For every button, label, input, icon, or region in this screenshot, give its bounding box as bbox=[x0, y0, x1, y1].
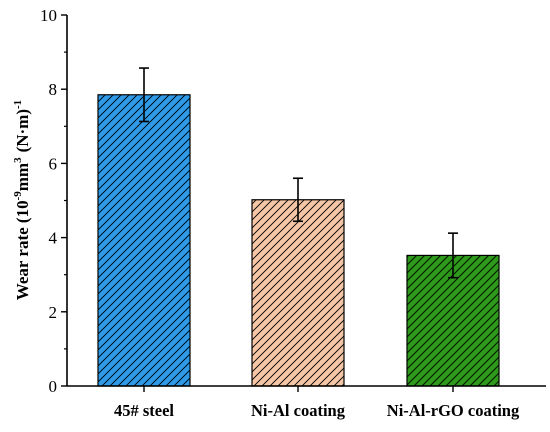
y-axis-title-exp2: 3 bbox=[12, 157, 24, 163]
y-axis-title-prefix: Wear rate (10 bbox=[13, 200, 32, 300]
y-tick-label-10: 10 bbox=[40, 6, 57, 25]
x-tick-label-ni-al-rgo-coating: Ni-Al-rGO coating bbox=[387, 401, 520, 420]
x-tick-label-45-steel: 45# steel bbox=[114, 401, 174, 420]
x-tick-label-ni-al-coating: Ni-Al coating bbox=[251, 401, 346, 420]
y-tick-label-0: 0 bbox=[49, 377, 58, 396]
y-ticks: 0 2 4 6 8 10 bbox=[40, 6, 67, 396]
y-axis-title-mid: mm bbox=[13, 163, 32, 191]
error-bars bbox=[139, 67, 458, 279]
y-tick-label-2: 2 bbox=[49, 303, 58, 322]
bar-hatch-ni-al-coating bbox=[251, 199, 345, 387]
y-axis-title-exp1: -9 bbox=[12, 191, 24, 201]
y-tick-label-6: 6 bbox=[49, 154, 58, 173]
bar-hatch-45-steel bbox=[97, 94, 191, 387]
y-axis-title-exp3: -1 bbox=[12, 100, 24, 109]
x-ticks: 45# steel Ni-Al coating Ni-Al-rGO coating bbox=[114, 386, 520, 420]
y-tick-label-4: 4 bbox=[49, 229, 58, 248]
y-axis-title-tail: (N·m) bbox=[13, 109, 32, 152]
y-tick-label-8: 8 bbox=[49, 80, 58, 99]
y-axis-title: Wear rate (10-9mm3 (N·m)-1 bbox=[12, 100, 32, 300]
bars bbox=[97, 94, 500, 387]
